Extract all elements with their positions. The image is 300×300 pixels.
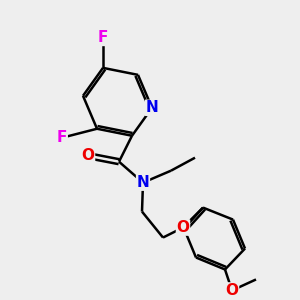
Text: N: N [136, 175, 149, 190]
Text: N: N [146, 100, 158, 115]
Text: F: F [57, 130, 67, 145]
Text: F: F [98, 30, 108, 45]
Text: O: O [176, 220, 190, 235]
Text: O: O [226, 283, 238, 298]
Text: O: O [82, 148, 94, 163]
